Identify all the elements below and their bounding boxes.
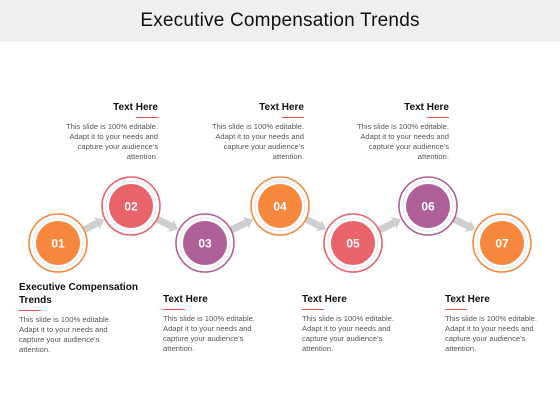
text-block-top-3: Text Here This slide is 100% editable. A… (353, 101, 449, 162)
connector-arrow (227, 216, 254, 235)
connector-arrow (450, 214, 476, 232)
text-block-body: This slide is 100% editable. Adapt it to… (356, 122, 449, 161)
step-number: 04 (273, 200, 287, 214)
connector-arrow (153, 214, 179, 232)
step-node-04: 04 (250, 176, 310, 236)
page-title: Executive Compensation Trends (140, 10, 420, 31)
title-bar (0, 0, 560, 42)
step-number: 03 (198, 237, 212, 251)
text-block-body: This slide is 100% editable. Adapt it to… (19, 315, 112, 354)
text-block-title: Text Here (445, 294, 490, 305)
step-node-01: 01 (28, 213, 88, 273)
text-block-body: This slide is 100% editable. Adapt it to… (445, 314, 538, 353)
step-node-03: 03 (175, 213, 235, 273)
step-node-02: 02 (101, 176, 161, 236)
text-block-bottom-2: Text Here This slide is 100% editable. A… (163, 293, 259, 354)
step-node-06: 06 (398, 176, 458, 236)
accent-line (445, 309, 467, 310)
text-block-body: This slide is 100% editable. Adapt it to… (65, 122, 158, 161)
text-block-title: Text Here (113, 102, 158, 113)
text-block-title: Text Here (163, 294, 208, 305)
accent-line (163, 309, 185, 310)
text-block-title: Text Here (302, 294, 347, 305)
step-number: 01 (51, 237, 65, 251)
accent-line (136, 117, 158, 118)
connector-arrow (80, 217, 105, 234)
text-block-body: This slide is 100% editable. Adapt it to… (302, 314, 395, 353)
step-node-07: 07 (472, 213, 532, 273)
text-block-top-2: Text Here This slide is 100% editable. A… (208, 101, 304, 162)
text-block-body: This slide is 100% editable. Adapt it to… (163, 314, 256, 353)
accent-line (19, 310, 41, 311)
text-block-bottom-1: Executive Compensation Trends This slide… (19, 281, 139, 355)
step-node-05: 05 (323, 213, 383, 273)
step-number: 05 (346, 237, 360, 251)
accent-line (302, 309, 324, 310)
connector-arrow (302, 215, 327, 232)
text-block-title: Text Here (404, 102, 449, 113)
step-number: 06 (421, 200, 435, 214)
accent-line (427, 117, 449, 118)
text-block-bottom-4: Text Here This slide is 100% editable. A… (445, 293, 541, 354)
step-number: 07 (495, 237, 509, 251)
step-number: 02 (124, 200, 138, 214)
text-block-title: Executive Compensation Trends (19, 282, 138, 306)
text-block-bottom-3: Text Here This slide is 100% editable. A… (302, 293, 398, 354)
text-block-top-1: Text Here This slide is 100% editable. A… (62, 101, 158, 162)
text-block-title: Text Here (259, 102, 304, 113)
text-block-body: This slide is 100% editable. Adapt it to… (211, 122, 304, 161)
accent-line (282, 117, 304, 118)
connector-arrow (375, 216, 402, 235)
